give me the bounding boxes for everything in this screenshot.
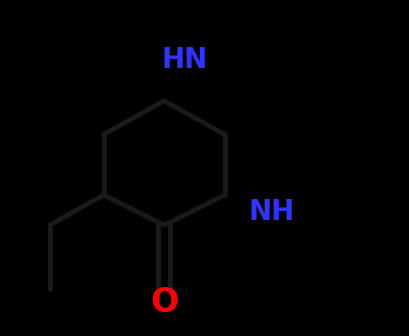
Text: NH: NH [249, 198, 295, 226]
Text: O: O [150, 286, 178, 319]
Text: HN: HN [161, 46, 207, 75]
